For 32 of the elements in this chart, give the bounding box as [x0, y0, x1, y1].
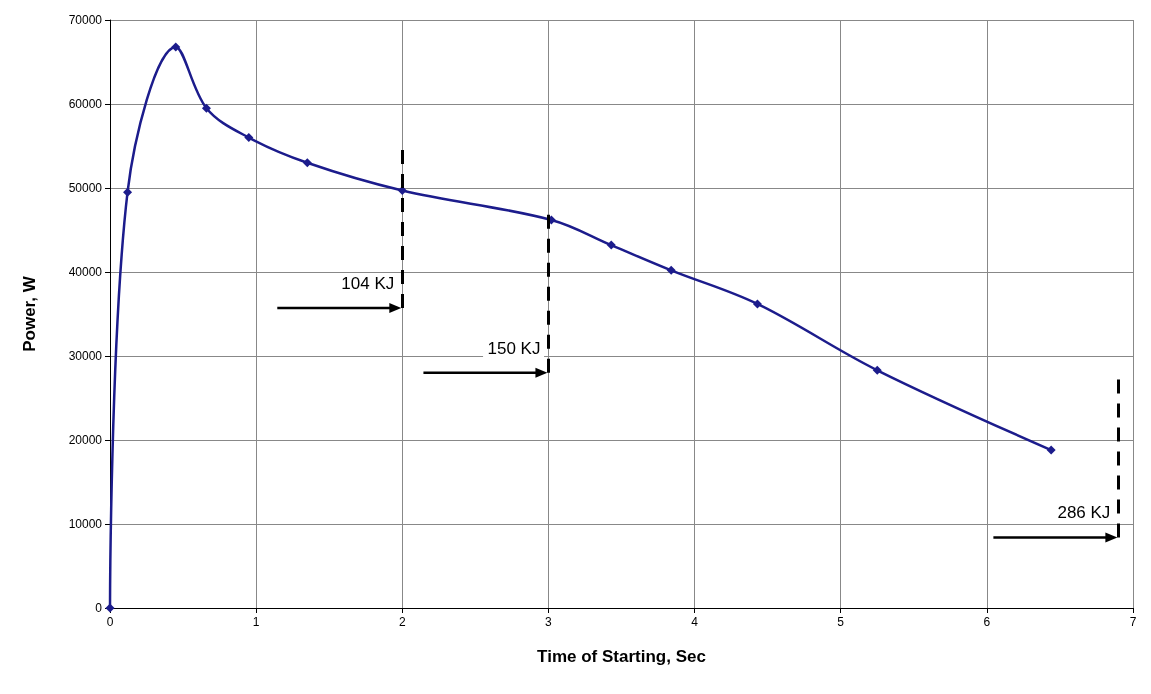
point — [244, 133, 254, 143]
ref-line-label: 286 KJ — [1053, 503, 1115, 524]
y-tick-label: 30000 — [68, 349, 103, 363]
point — [171, 42, 181, 52]
x-tick-label: 7 — [1129, 615, 1137, 629]
y-tick-label: 60000 — [68, 97, 103, 111]
x-tick-label: 4 — [691, 615, 699, 629]
y-tick-label: 20000 — [68, 433, 103, 447]
x-tick-label: 0 — [106, 615, 114, 629]
point — [606, 240, 616, 250]
ref-line-label: 104 KJ — [337, 274, 399, 295]
ref-line-label: 150 KJ — [483, 338, 545, 359]
x-tick-label: 3 — [545, 615, 553, 629]
point — [666, 265, 676, 275]
y-tick-label: 40000 — [68, 265, 103, 279]
y-tick-label: 70000 — [68, 13, 103, 27]
y-tick-label: 50000 — [68, 181, 103, 195]
point — [872, 365, 882, 375]
point — [752, 299, 762, 309]
y-tick-label: 0 — [95, 601, 103, 615]
point — [201, 103, 211, 113]
x-tick-label: 6 — [983, 615, 991, 629]
x-tick-label: 1 — [252, 615, 260, 629]
point — [1046, 445, 1056, 455]
y-axis-title: Power, W — [20, 275, 39, 352]
x-tick-label: 5 — [837, 615, 845, 629]
point — [302, 158, 312, 168]
y-tick-label: 10000 — [68, 517, 103, 531]
point — [397, 186, 407, 196]
point — [123, 187, 133, 197]
x-tick-label: 2 — [398, 615, 406, 629]
x-axis-title: Time of Starting, Sec — [537, 647, 706, 666]
